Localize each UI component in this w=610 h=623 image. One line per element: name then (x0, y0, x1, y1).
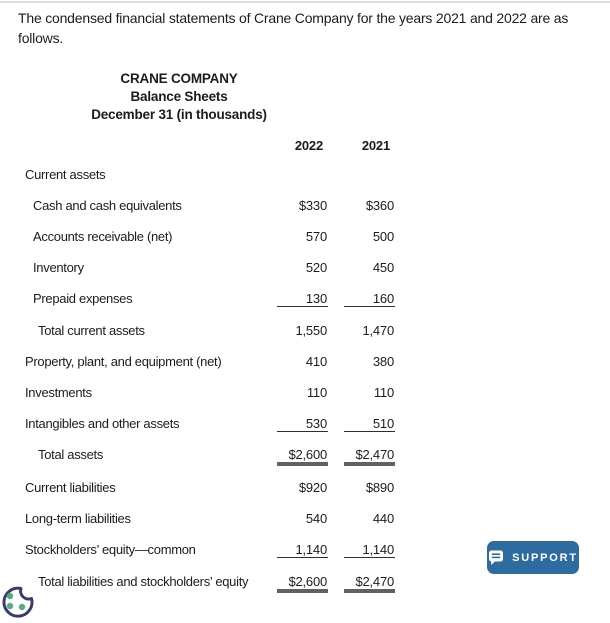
value-2022: $330 (298, 198, 327, 213)
row-label: Accounts receivable (net) (33, 229, 173, 244)
intro-line-1: The condensed financial statements of Cr… (18, 10, 569, 26)
value-2021: 1,140 (344, 542, 395, 558)
row-label: Total liabilities and stockholders’ equi… (38, 574, 249, 589)
company-name: CRANE COMPANY (120, 71, 238, 86)
statement-date-line: December 31 (in thousands) (91, 107, 267, 122)
row-label: Inventory (33, 260, 84, 275)
row-label: Prepaid expenses (33, 291, 133, 306)
row-label: Intangibles and other assets (25, 416, 180, 431)
value-2022: 540 (305, 511, 327, 526)
year-header-row: 2022 2021 (0, 138, 610, 154)
row-label: Investments (25, 385, 92, 400)
table-row: Intangibles and other assets 530 510 (0, 416, 610, 433)
value-2022: 530 (277, 416, 328, 432)
top-divider (0, 1, 610, 3)
row-label: Cash and cash equivalents (33, 198, 182, 213)
value-2021 (344, 167, 395, 183)
value-2021: 450 (372, 260, 394, 275)
row-label: Current assets (25, 167, 106, 182)
year-header-2022: 2022 (294, 138, 323, 153)
value-2021: 440 (372, 511, 394, 526)
table-row: Total liabilities and stockholders’ equi… (0, 574, 610, 591)
row-label: Property, plant, and equipment (net) (25, 354, 222, 369)
table-row: Total assets $2,600 $2,470 (0, 447, 610, 464)
table-row: Current assets (0, 167, 610, 184)
statement-name: Balance Sheets (130, 89, 228, 104)
intro-paragraph: The condensed financial statements of Cr… (18, 8, 593, 48)
year-header-2021: 2021 (361, 138, 390, 153)
value-2021: $890 (365, 480, 394, 495)
value-2021: 160 (344, 291, 395, 307)
value-2021: $2,470 (344, 447, 395, 463)
row-label: Stockholders’ equity—common (25, 542, 196, 557)
table-row: Stockholders’ equity—common 1,140 1,140 (0, 542, 610, 559)
table-row: Accounts receivable (net) 570 500 (0, 229, 610, 246)
value-2022: 570 (305, 229, 327, 244)
value-2022: 1,550 (295, 323, 327, 338)
value-2021: $360 (365, 198, 394, 213)
value-2022: 1,140 (277, 542, 328, 558)
value-2021: $2,470 (344, 574, 395, 590)
row-label: Total assets (38, 447, 104, 462)
chat-bubble-icon (488, 549, 505, 566)
cookie-icon[interactable] (1, 584, 35, 618)
value-2022: 520 (305, 260, 327, 275)
statement-title-block: CRANE COMPANY Balance Sheets December 31… (18, 70, 340, 124)
row-label: Long-term liabilities (25, 511, 131, 526)
value-2022 (277, 167, 328, 183)
table-row: Prepaid expenses 130 160 (0, 291, 610, 308)
table-row: Inventory 520 450 (0, 260, 610, 277)
value-2022: 130 (277, 291, 328, 307)
value-2022: 410 (305, 354, 327, 369)
value-2021: 510 (344, 416, 395, 432)
table-row: Property, plant, and equipment (net) 410… (0, 354, 610, 371)
value-2022: $2,600 (277, 447, 328, 463)
intro-line-2: follows. (18, 30, 64, 46)
support-button[interactable]: SUPPORT (487, 541, 579, 574)
table-row: Investments 110 110 (0, 385, 610, 402)
value-2021: 500 (372, 229, 394, 244)
value-2022: 110 (306, 385, 327, 400)
row-label: Current liabilities (25, 480, 116, 495)
value-2022: $2,600 (277, 574, 328, 590)
value-2021: 110 (373, 385, 394, 400)
table-row: Long-term liabilities 540 440 (0, 511, 610, 528)
support-label: SUPPORT (512, 551, 578, 564)
value-2021: 1,470 (362, 323, 394, 338)
table-row: Cash and cash equivalents $330 $360 (0, 198, 610, 215)
table-row: Current liabilities $920 $890 (0, 480, 610, 497)
row-label: Total current assets (38, 323, 145, 338)
value-2021: 380 (372, 354, 394, 369)
value-2022: $920 (298, 480, 327, 495)
table-row: Total current assets 1,550 1,470 (0, 323, 610, 340)
